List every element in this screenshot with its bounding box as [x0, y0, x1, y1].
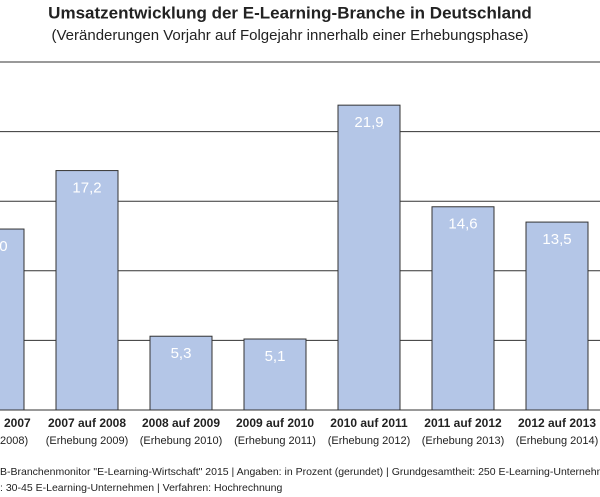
x-tick-label: 2008 auf 2009: [142, 416, 220, 430]
value-label: 13,5: [542, 231, 571, 248]
chart-title: Umsatzentwicklung der E-Learning-Branche…: [48, 3, 532, 22]
x-tick-sublabel: (Erhebung 2010): [140, 435, 223, 447]
x-tick-sublabel: (Erhebung 2011): [234, 435, 316, 447]
x-tick-label: 2007 auf 2008: [48, 416, 126, 430]
footnote: B-Branchenmonitor "E-Learning-Wirtschaft…: [0, 466, 600, 478]
x-tick-label: 2011 auf 2012: [424, 416, 502, 430]
x-tick-sublabel: (Erhebung 2013): [422, 435, 505, 447]
bar: [149, 335, 213, 411]
value-label: 17,2: [72, 180, 101, 197]
value-label: 5,3: [171, 345, 192, 362]
value-label: 13,0: [0, 238, 8, 255]
bar: [337, 104, 401, 411]
x-tick-sublabel: 2008): [0, 435, 28, 447]
x-tick-sublabel: (Erhebung 2014): [516, 435, 599, 447]
x-tick-sublabel: (Erhebung 2009): [46, 435, 129, 447]
chart-subtitle: (Veränderungen Vorjahr auf Folgejahr inn…: [52, 27, 529, 44]
bar: [243, 338, 307, 411]
x-tick-sublabel: (Erhebung 2012): [328, 435, 411, 447]
bar: [0, 228, 25, 411]
bar: [525, 221, 589, 411]
value-label: 5,1: [265, 348, 286, 365]
bar: [55, 170, 119, 411]
x-tick-label: 2007: [4, 416, 31, 430]
x-tick-label: 2010 auf 2011: [330, 416, 408, 430]
x-tick-label: 2012 auf 2013: [518, 416, 596, 430]
value-label: 14,6: [448, 216, 477, 233]
x-tick-label: 2009 auf 2010: [236, 416, 314, 430]
bar: [431, 206, 495, 411]
footnote: : 30-45 E-Learning-Unternehmen | Verfahr…: [0, 482, 282, 494]
value-label: 21,9: [354, 114, 383, 131]
